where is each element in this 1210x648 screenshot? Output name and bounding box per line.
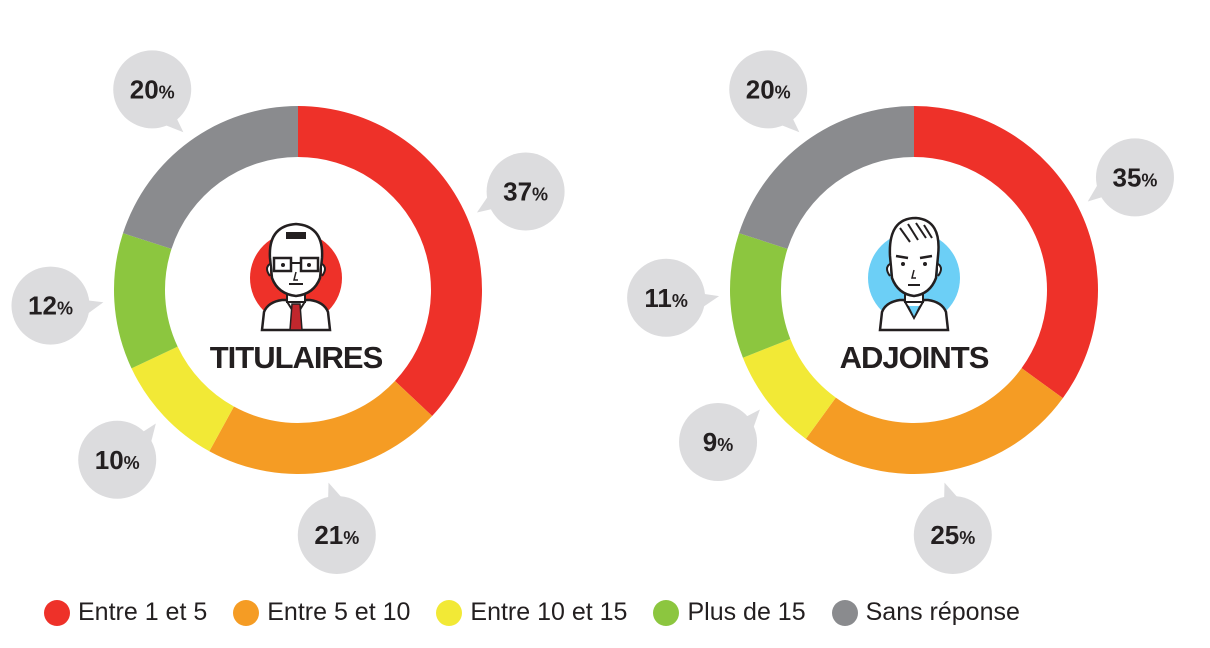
bubble-circle (78, 420, 157, 499)
legend-swatch (233, 599, 260, 626)
young-man-icon (868, 216, 960, 332)
donut-slice-plus-de-15 (729, 233, 791, 358)
bubble-circle (913, 495, 992, 574)
donut-slice-entre-10-et-15 (131, 346, 234, 452)
percentage-bubble-plus-de-15: 11% (627, 258, 720, 337)
data-label-entre-10-et-15: 9% (703, 427, 733, 457)
legend-item-entre-5-et-10: Entre 5 et 10 (233, 598, 410, 627)
data-label-entre-5-et-10: 25% (930, 520, 975, 550)
chart-title-adjoints: ADJOINTS (840, 340, 989, 375)
donut-slice-plus-de-15 (114, 233, 178, 369)
percentage-bubble-entre-1-et-5: 35% (1087, 138, 1174, 217)
donut-slice-entre-10-et-15 (742, 338, 836, 439)
legend-swatch (653, 599, 680, 626)
bubble-circle (486, 152, 565, 231)
legend-label: Entre 10 et 15 (470, 598, 628, 626)
data-label-plus-de-15: 12% (28, 291, 73, 321)
bubble-circle (297, 495, 376, 574)
percentage-bubbles-adjoints: 35% 25% 9% 11% 20% (627, 50, 1174, 574)
legend-label: Sans réponse (865, 598, 1020, 626)
donut-slice-entre-5-et-10 (805, 368, 1063, 474)
data-label-entre-5-et-10: 21% (314, 520, 359, 550)
percentage-bubble-entre-5-et-10: 25% (913, 482, 992, 574)
bubble-circle (679, 403, 758, 482)
percentage-bubble-entre-1-et-5: 37% (476, 152, 565, 231)
legend-swatch (831, 599, 858, 626)
chart-title-titulaires: TITULAIRES (210, 340, 383, 375)
data-label-plus-de-15: 11% (644, 283, 688, 313)
legend-item-plus-de-15: Plus de 15 (653, 598, 806, 627)
donut-chart-titulaires: 37% 21% 10% 12% 20% TITULAIRES (11, 50, 565, 574)
legend-item-entre-10-et-15: Entre 10 et 15 (436, 598, 627, 627)
legend-label: Entre 1 et 5 (78, 598, 208, 626)
donut-slice-entre-5-et-10 (209, 381, 433, 474)
bubble-circle (1095, 138, 1174, 217)
donut-slice-entre-1-et-5 (914, 106, 1098, 399)
donut-slice-sans-reponse (739, 106, 914, 249)
donut-slice-entre-1-et-5 (298, 106, 482, 416)
data-label-sans-reponse: 20% (130, 74, 175, 104)
legend-swatch (436, 599, 463, 626)
data-label-entre-1-et-5: 37% (503, 177, 548, 207)
percentage-bubble-sans-reponse: 20% (729, 50, 808, 133)
percentage-bubble-sans-reponse: 20% (113, 50, 192, 133)
donut-chart-adjoints: 35% 25% 9% 11% 20% ADJOINTS (627, 50, 1174, 574)
legend-label: Entre 5 et 10 (267, 598, 411, 626)
legend: Entre 1 et 5 Entre 5 et 10 Entre 10 et 1… (44, 598, 1046, 627)
legend-item-sans-reponse: Sans réponse (831, 598, 1020, 627)
man-with-glasses-icon (250, 222, 342, 332)
data-label-entre-1-et-5: 35% (1113, 162, 1158, 192)
bubble-circle (627, 258, 706, 337)
legend-label: Plus de 15 (687, 598, 806, 626)
data-label-sans-reponse: 20% (746, 74, 791, 104)
legend-swatch (44, 599, 70, 626)
donut-slices-titulaires (114, 106, 482, 474)
percentage-bubble-entre-10-et-15: 9% (679, 403, 760, 482)
donut-slice-sans-reponse (123, 106, 298, 249)
bubble-circle (11, 266, 90, 345)
bubble-circle (729, 50, 808, 129)
percentage-bubbles-titulaires: 37% 21% 10% 12% 20% (11, 50, 565, 574)
percentage-bubble-entre-10-et-15: 10% (78, 420, 157, 499)
legend-item-entre-1-et-5: Entre 1 et 5 (44, 598, 207, 627)
donut-slices-adjoints (729, 106, 1098, 474)
percentage-bubble-entre-5-et-10: 21% (297, 482, 376, 574)
percentage-bubble-plus-de-15: 12% (11, 266, 104, 345)
bubble-circle (113, 50, 192, 129)
data-label-entre-10-et-15: 10% (95, 445, 140, 475)
